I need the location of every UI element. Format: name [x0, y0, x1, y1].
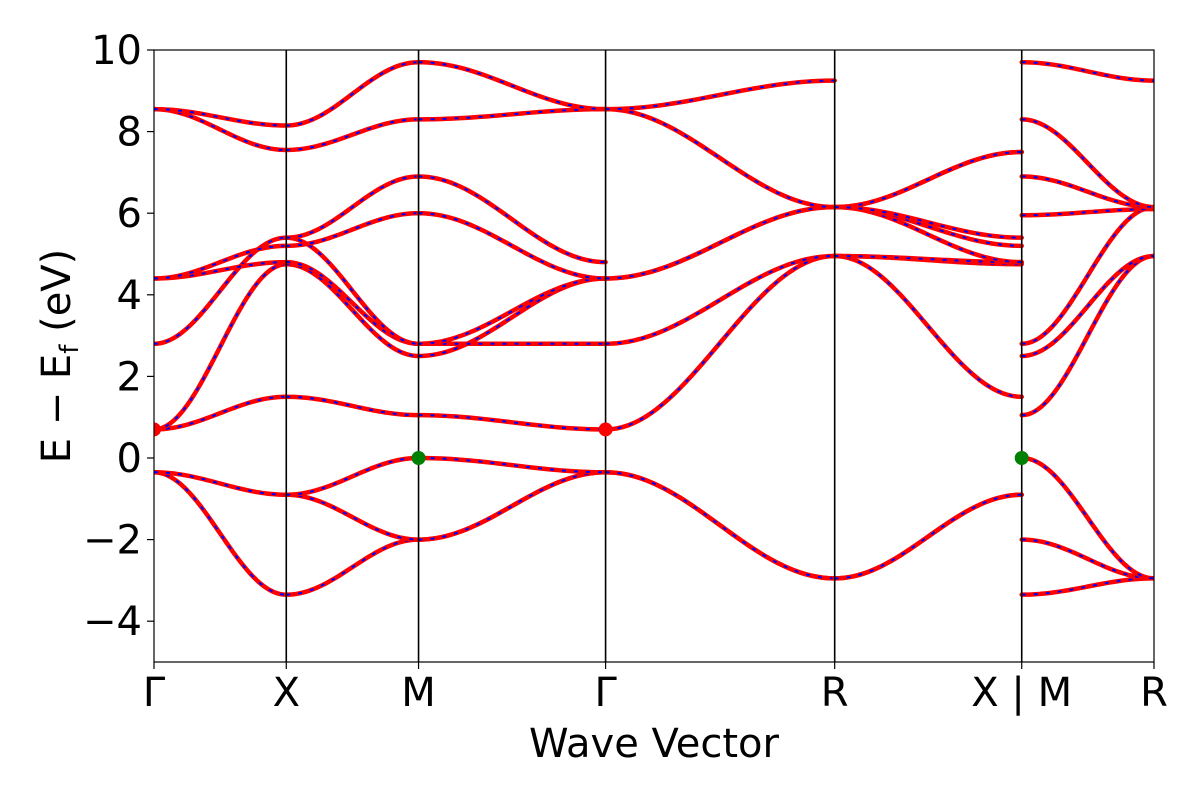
- band-line-0-1: [154, 470, 289, 497]
- y-tick-label-7: 10: [91, 28, 142, 74]
- band-line-5-7: [1019, 174, 1154, 210]
- y-tick-label-4: 4: [117, 273, 142, 319]
- band-line-dashed-4-5: [834, 206, 1022, 264]
- band-line-5-8: [1019, 117, 1154, 210]
- high-symmetry-lines: [285, 50, 1023, 662]
- band-line-dashed-0-8: [154, 108, 287, 127]
- band-line-1-2: [284, 455, 421, 497]
- band-line-dashed-0-5: [154, 261, 287, 280]
- x-tick-label-4: R: [821, 670, 849, 716]
- x-axis-ticks: Γ X M Γ R X | M R: [143, 662, 1168, 716]
- band-line-dashed-1-8: [286, 175, 419, 239]
- band-line-dashed-2-3: [418, 414, 606, 431]
- band-line-5-1: [1019, 537, 1154, 581]
- band-line-dashed-3-1: [605, 471, 835, 580]
- band-line-dashed-3-5: [605, 206, 835, 280]
- band-line-1-1: [284, 492, 421, 542]
- cbm-marker-0: [154, 422, 161, 437]
- band-line-dashed-4-9: [834, 206, 1022, 239]
- band-line-2-8: [416, 174, 608, 265]
- band-line-2-6: [416, 276, 608, 347]
- x-axis-label: Wave Vector: [529, 721, 780, 767]
- vbm-marker-3: [1014, 451, 1029, 465]
- band-line-dashed-3-6: [605, 108, 835, 209]
- band-line-dashed-0-4: [154, 236, 287, 345]
- band-line-dashed-4-8: [834, 151, 1022, 209]
- band-line-dashed-1-10: [286, 61, 419, 127]
- band-line-dashed-3-7: [605, 79, 835, 111]
- band-line-dashed-5-0: [1021, 577, 1154, 596]
- band-line-dashed-2-10: [418, 61, 606, 111]
- band-line-5-9: [1019, 59, 1154, 83]
- band-line-dashed-3-2: [605, 255, 835, 431]
- y-axis-ticks: −4 −2 0 2 4 6 8 10: [83, 28, 154, 645]
- band-line-dashed-1-6: [286, 236, 419, 345]
- vbm-marker-2: [411, 451, 426, 465]
- band-line-4-4: [832, 253, 1024, 265]
- band-line-1-4: [284, 261, 421, 359]
- band-line-0-6: [154, 243, 289, 281]
- x-tick-label-3: Γ: [594, 670, 617, 716]
- band-line-4-6: [832, 204, 1024, 249]
- y-tick-label-6: 8: [117, 110, 142, 156]
- band-line-5-0: [1019, 576, 1154, 597]
- band-line-3-1: [603, 470, 837, 581]
- band-line-1-3: [284, 394, 421, 418]
- plot-frame: [153, 49, 1155, 663]
- y-tick-label-0: −4: [83, 599, 142, 645]
- band-line-dashed-2-2: [418, 457, 606, 474]
- x-tick-label-5: X | M: [971, 670, 1072, 716]
- band-line-dashed-2-7: [418, 212, 606, 280]
- x-tick-label-0: Γ: [143, 670, 166, 716]
- y-axis-label: E − Ef (eV): [34, 249, 85, 464]
- band-line-dashed-5-5: [1021, 206, 1154, 345]
- band-line-3-7: [603, 78, 837, 112]
- band-line-dashed-5-3: [1021, 255, 1154, 417]
- band-line-1-5: [284, 259, 421, 347]
- band-line-dashed-2-6: [418, 277, 606, 345]
- band-line-4-1: [832, 492, 1024, 581]
- band-line-3-3: [603, 253, 837, 347]
- y-tick-label-1: −2: [83, 518, 142, 564]
- band-line-0-8: [154, 106, 289, 128]
- band-line-dashed-5-9: [1021, 61, 1154, 82]
- band-line-dashed-1-0: [286, 538, 419, 596]
- band-line-0-0: [154, 470, 289, 597]
- band-line-dashed-1-3: [286, 395, 419, 417]
- band-line-0-2: [154, 394, 289, 432]
- band-lines: [154, 59, 1154, 597]
- y-tick-label-3: 2: [117, 354, 142, 400]
- band-line-dashed-5-6: [1021, 208, 1154, 217]
- y-tick-label-2: 0: [117, 436, 142, 482]
- band-line-1-7: [284, 210, 421, 249]
- band-line-2-7: [416, 210, 608, 281]
- band-line-dashed-5-4: [1021, 255, 1154, 357]
- band-line-dashed-2-9: [418, 108, 606, 121]
- band-line-dashed-2-1: [418, 471, 606, 541]
- band-line-dashed-4-2: [834, 255, 1022, 398]
- x-tick-label-1: X: [273, 670, 300, 716]
- x-tick-label-2: M: [401, 670, 436, 716]
- band-line-2-1: [416, 470, 608, 542]
- x-tick-label-6: R: [1140, 670, 1168, 716]
- band-edge-markers: [154, 422, 1029, 465]
- cbm-marker-1: [598, 422, 613, 437]
- band-line-dashed-3-3: [605, 255, 835, 345]
- band-line-5-2: [1019, 455, 1154, 581]
- band-line-2-2: [416, 455, 608, 475]
- band-line-2-3: [416, 412, 608, 432]
- band-line-3-6: [603, 106, 837, 210]
- band-line-dashed-0-3: [154, 263, 287, 431]
- band-line-1-9: [284, 117, 421, 153]
- y-tick-label-5: 6: [117, 191, 142, 237]
